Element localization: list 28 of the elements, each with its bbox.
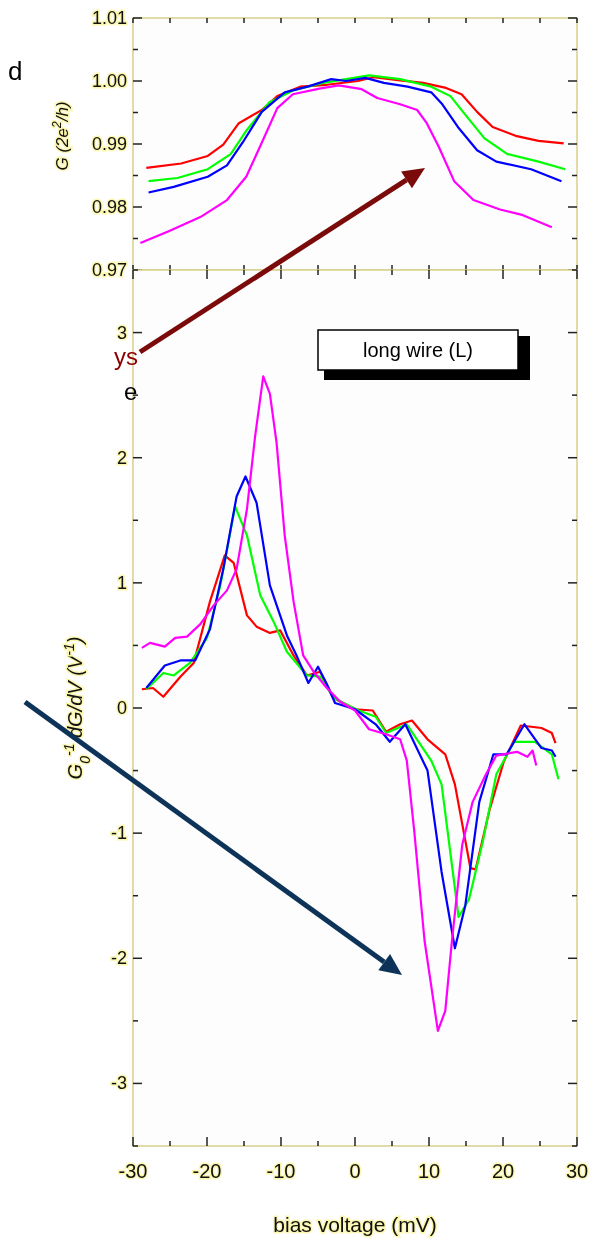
x-tick-label: -20	[192, 1160, 222, 1182]
x-axis-title: bias voltage (mV)	[273, 1213, 437, 1236]
y-tick-label: 0	[116, 698, 127, 718]
y-tick-label: -3	[110, 1073, 127, 1094]
x-tick-label: 0	[349, 1160, 361, 1182]
annotation: ys	[114, 343, 138, 370]
y-tick-label: 2	[116, 447, 127, 468]
y-tick-label: 3	[116, 322, 127, 343]
y-tick-label: 1.00	[91, 71, 127, 91]
x-tick-label: 30	[565, 1160, 589, 1182]
x-tick-label: 10	[417, 1160, 441, 1182]
y-tick-label: -2	[110, 948, 127, 969]
x-tick-label: 20	[491, 1160, 515, 1182]
annotation: long wire (L)	[362, 339, 474, 361]
y-tick-label: 1.01	[91, 8, 127, 28]
y-tick-label: -1	[110, 823, 127, 844]
annotation: e	[124, 378, 138, 405]
x-tick-label: -30	[118, 1160, 148, 1182]
y-tick-label: 0.99	[91, 134, 127, 154]
y-tick-label: 0.98	[91, 197, 127, 217]
text-frame: long wire (L)	[317, 329, 530, 380]
y-tick-label: 0.97	[91, 260, 127, 280]
text: d	[8, 56, 23, 86]
y-tick-label: 1	[116, 572, 127, 593]
line-series	[140, 375, 538, 1032]
x-tick-label: -10	[266, 1160, 296, 1182]
line-series	[140, 554, 557, 871]
line-series	[139, 84, 553, 245]
